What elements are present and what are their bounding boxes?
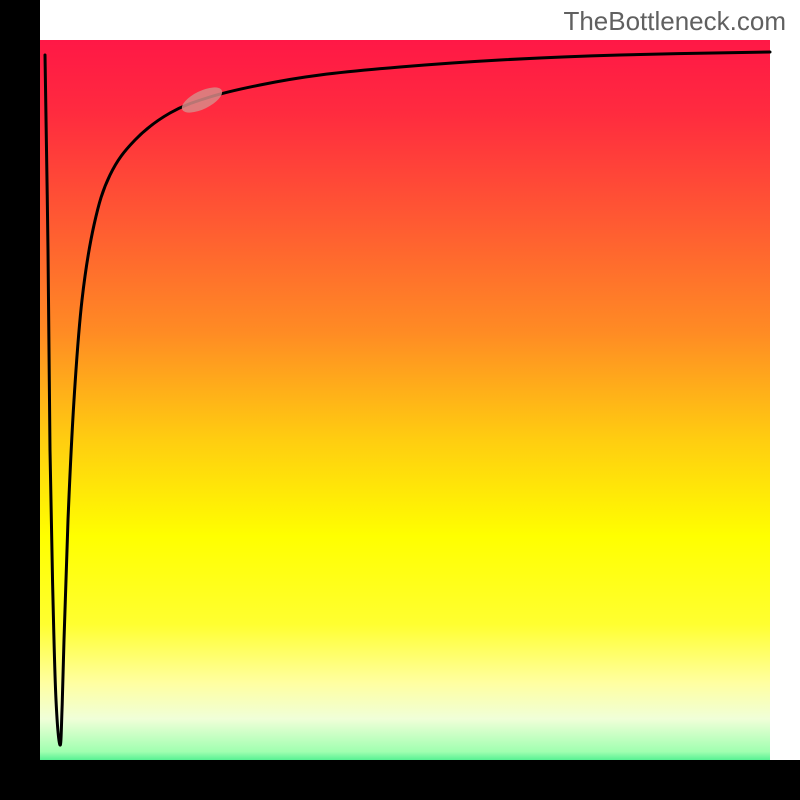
y-axis — [0, 0, 40, 800]
bottleneck-chart — [0, 0, 800, 800]
plot-background — [40, 40, 770, 770]
watermark-text: TheBottleneck.com — [563, 6, 786, 37]
x-axis — [0, 760, 800, 800]
chart-frame: TheBottleneck.com — [0, 0, 800, 800]
